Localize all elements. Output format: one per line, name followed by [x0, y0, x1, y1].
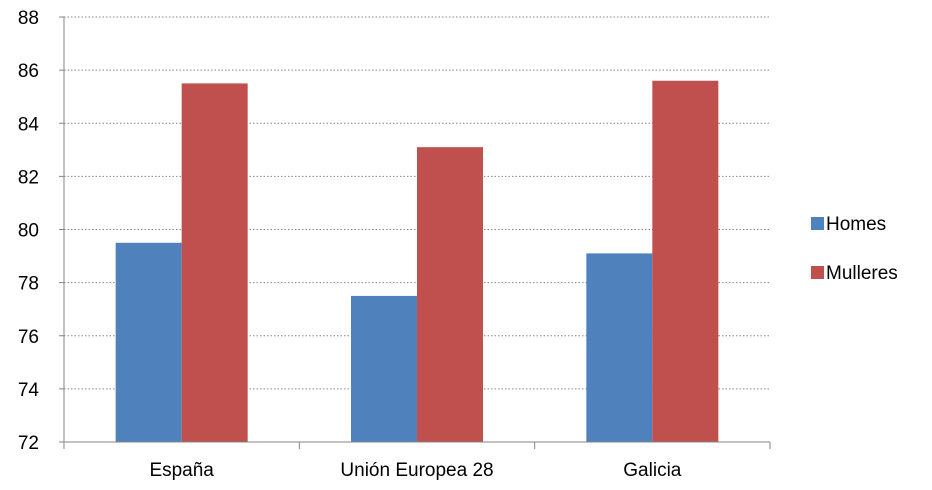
bar-mulleres-1: [417, 147, 483, 442]
legend-swatch-homes: [811, 217, 824, 230]
y-tick-label: 86: [18, 61, 39, 82]
legend-label-mulleres: Mulleres: [826, 263, 898, 284]
x-tick-label: Unión Europea 28: [340, 460, 493, 481]
legend-label-homes: Homes: [826, 214, 886, 235]
axes: [59, 16, 771, 449]
bar-homes-1: [351, 295, 417, 442]
x-tick-label: Galicia: [623, 460, 682, 481]
y-tick-label: 84: [18, 114, 40, 135]
y-tick-label: 78: [18, 274, 39, 295]
bar-mulleres-2: [652, 80, 719, 442]
y-tick-label: 74: [18, 380, 40, 401]
bars: [115, 80, 719, 442]
y-tick-label: 82: [18, 167, 39, 188]
y-tick-labels: 72 74 76 78 80 82 84 86 88: [18, 8, 40, 454]
y-tick-label: 72: [18, 433, 39, 454]
legend: Homes Mulleres: [811, 214, 898, 284]
y-tick-label: 76: [18, 327, 39, 348]
y-tick-label: 88: [18, 8, 39, 29]
bar-homes-0: [115, 242, 182, 442]
y-tick-label: 80: [18, 221, 39, 242]
bar-homes-2: [586, 253, 653, 442]
legend-swatch-mulleres: [811, 266, 824, 279]
x-tick-label: España: [149, 460, 214, 481]
x-tick-labels: España Unión Europea 28 Galicia: [149, 460, 681, 481]
bar-mulleres-0: [181, 83, 248, 442]
